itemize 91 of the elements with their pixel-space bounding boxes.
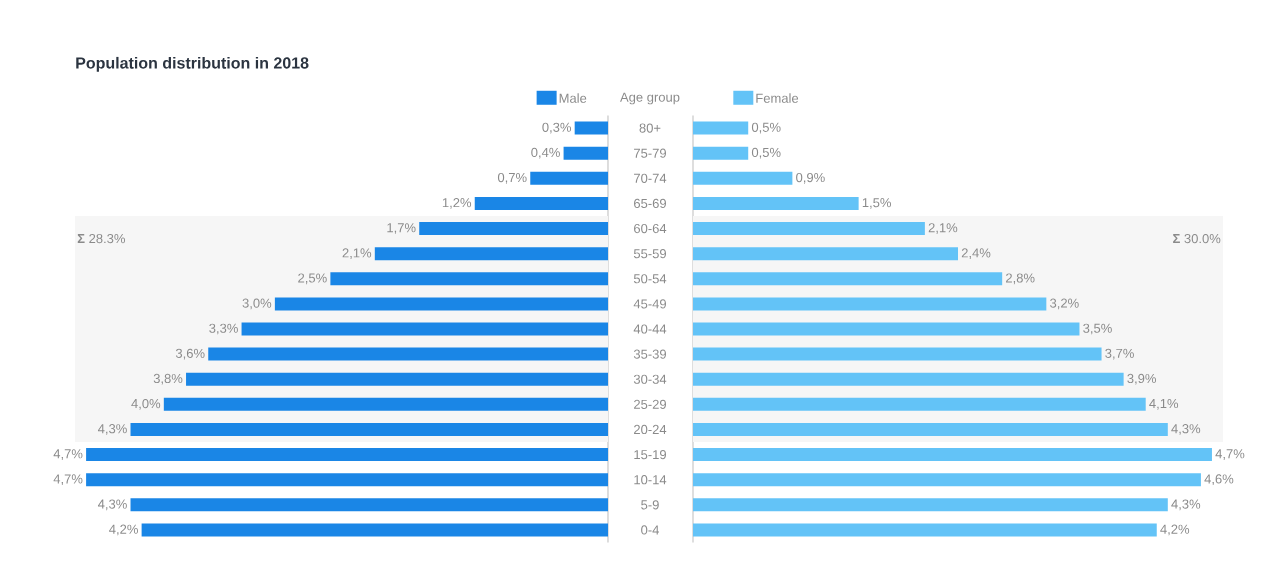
data-label: 0,7% (497, 172, 527, 184)
bar (693, 322, 1080, 336)
data-label: 2,1% (928, 223, 958, 234)
y-tick-label: 5-9 (641, 500, 659, 510)
data-label: 1,7% (387, 223, 416, 234)
data-label: 4,3% (1171, 499, 1201, 511)
data-label: 1,5% (862, 198, 892, 209)
y-tick-label: 50-54 (633, 274, 667, 284)
bar (693, 121, 749, 135)
bar (693, 297, 1047, 311)
y-tick-label: 60-64 (634, 223, 667, 234)
data-label: 3,5% (1083, 323, 1112, 335)
bar (86, 473, 608, 487)
data-label: 3,8% (153, 373, 183, 385)
data-label: 0,5% (751, 147, 781, 159)
bar (693, 222, 925, 236)
data-label: 4,3% (1171, 424, 1201, 435)
bar (274, 297, 608, 311)
data-label: 4,6% (1204, 474, 1234, 486)
data-label: 4,3% (97, 424, 127, 435)
legend-label: Female (756, 93, 799, 103)
bar (693, 473, 1201, 487)
bar (693, 397, 1146, 411)
bar (86, 448, 608, 462)
data-label: 2,5% (298, 273, 327, 285)
bar (693, 372, 1124, 386)
data-label: 2,4% (961, 248, 991, 260)
data-label: 3,6% (175, 348, 205, 360)
bar (241, 322, 608, 336)
bar (208, 347, 608, 361)
data-label: 3,9% (1127, 373, 1157, 385)
data-label: 0,4% (531, 147, 560, 159)
y-tick-label: 80+ (639, 123, 661, 133)
bar (693, 347, 1102, 361)
chart-title: Population distribution in 2018 (76, 56, 309, 72)
bar (130, 498, 608, 512)
y-tick-label: 35-39 (633, 349, 666, 359)
bar (693, 448, 1212, 462)
data-label: 4,2% (1160, 524, 1190, 536)
bar (530, 171, 608, 185)
data-label: 0,9% (796, 172, 825, 184)
data-label: 0,3% (542, 122, 572, 134)
data-label: 4,7% (53, 474, 83, 486)
data-label: 3,2% (1050, 298, 1079, 310)
data-label: 4,7% (1215, 449, 1245, 460)
data-label: 2,8% (1006, 273, 1035, 285)
bar (474, 196, 608, 210)
bar (693, 171, 793, 185)
data-label: 3,3% (209, 323, 238, 335)
y-tick-label: 15-19 (634, 449, 666, 460)
y-tick-label: 75-79 (634, 148, 666, 158)
data-label: 0,5% (751, 122, 781, 134)
bar (563, 146, 608, 160)
bar (693, 196, 859, 210)
band-label: Σ 30.0% (1173, 233, 1221, 244)
bar (693, 422, 1168, 436)
bar (374, 247, 608, 261)
y-tick-label: 45-49 (633, 299, 666, 309)
y-tick-label: 0-4 (641, 525, 660, 535)
band-label: Σ 28.3% (77, 233, 126, 244)
data-label: 4,1% (1149, 399, 1179, 410)
y-tick-label: 20-24 (634, 424, 667, 435)
data-label: 4,2% (109, 524, 138, 536)
legend-label: Male (559, 93, 587, 103)
data-label: 3,7% (1105, 348, 1134, 360)
bar (693, 247, 959, 261)
y-tick-label: 55-59 (633, 249, 666, 259)
y-tick-label: 65-69 (634, 198, 666, 209)
y-tick-label: 10-14 (634, 475, 667, 485)
data-label: 4,0% (131, 398, 161, 410)
bar (693, 272, 1003, 286)
bar (693, 498, 1168, 512)
bar (693, 523, 1157, 537)
y-tick-label: 70-74 (634, 173, 667, 183)
y-tick-label: 40-44 (633, 324, 667, 334)
bar (163, 397, 608, 411)
data-label: 4,7% (53, 449, 83, 460)
data-label: 2,1% (342, 248, 372, 260)
bar (419, 222, 608, 236)
bar (130, 422, 608, 436)
data-label: 1,2% (442, 198, 472, 209)
bar (330, 272, 608, 286)
y-tick-label: 30-34 (633, 374, 667, 384)
bar (574, 121, 608, 135)
y-axis-title: Age group (620, 92, 680, 105)
data-label: 3,0% (242, 298, 272, 310)
bar (141, 523, 608, 537)
bar (186, 372, 608, 386)
y-tick-label: 25-29 (634, 399, 666, 409)
data-label: 4,3% (97, 499, 127, 511)
bar (693, 146, 749, 160)
